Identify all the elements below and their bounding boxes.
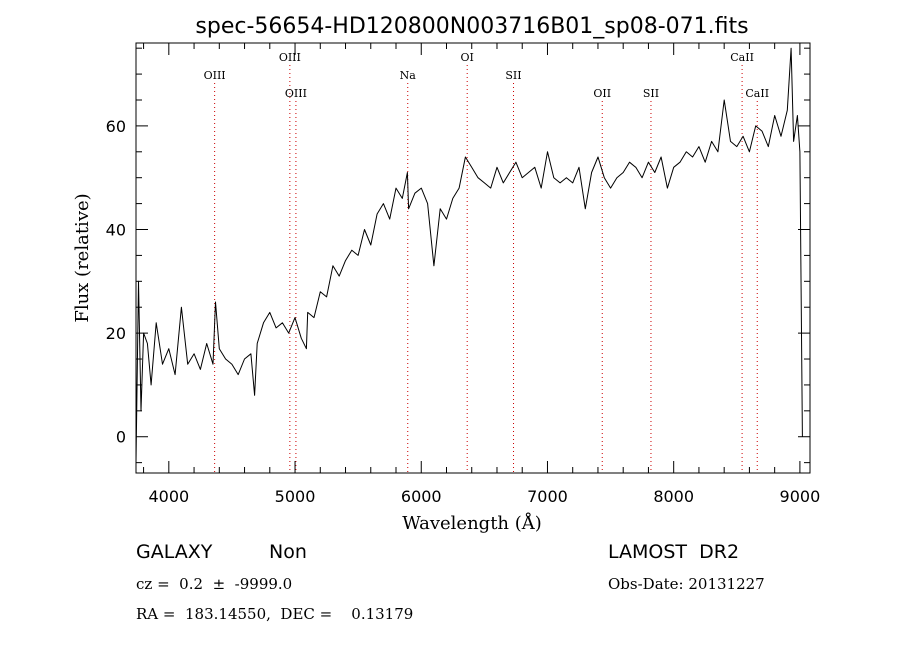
plot-frame [135,42,811,474]
x-axis-label: Wavelength (Å) [402,512,542,534]
y-tick-label: 0 [116,428,126,447]
annotation-label: OIII [285,87,307,100]
annotation-label: OIII [204,69,226,82]
annotation-label: OI [461,51,474,64]
annotation-label: OII [593,87,611,100]
chart-title: spec-56654-HD120800N003716B01_sp08-071.f… [195,14,748,39]
coordinates-readout: RA = 183.14550, DEC = 0.13179 [136,605,413,623]
spectrum-line [135,47,803,463]
object-subclass: Non [269,541,307,563]
redshift-readout: cz = 0.2 ± -9999.0 [136,575,292,593]
annotation-label: CaII [745,87,769,100]
y-tick-label: 40 [106,221,126,240]
x-tick-label: 8000 [653,487,694,506]
x-tick-label: 6000 [401,487,442,506]
data-release: LAMOST DR2 [608,541,739,563]
x-tick-label: 7000 [527,487,568,506]
object-class: GALAXY [136,541,213,563]
x-tick-label: 5000 [275,487,316,506]
annotation-label: Na [400,69,417,82]
annotation-label: SII [505,69,521,82]
x-tick-label: 9000 [780,487,821,506]
annotation-label: OIII [279,51,301,64]
x-tick-label: 4000 [148,487,189,506]
y-axis-label: Flux (relative) [72,193,93,322]
line-annotations: OIII OIII OIII Na OI SII OII SII CaII CaII [204,51,769,473]
axis-ticks: 4000 5000 6000 7000 8000 9000 0 20 40 60 [106,43,821,506]
y-tick-label: 60 [106,117,126,136]
annotation-label: CaII [730,51,754,64]
observation-date: Obs-Date: 20131227 [608,575,765,593]
annotation-label: SII [643,87,659,100]
spectrum-series [135,47,803,463]
y-tick-label: 20 [106,324,126,343]
